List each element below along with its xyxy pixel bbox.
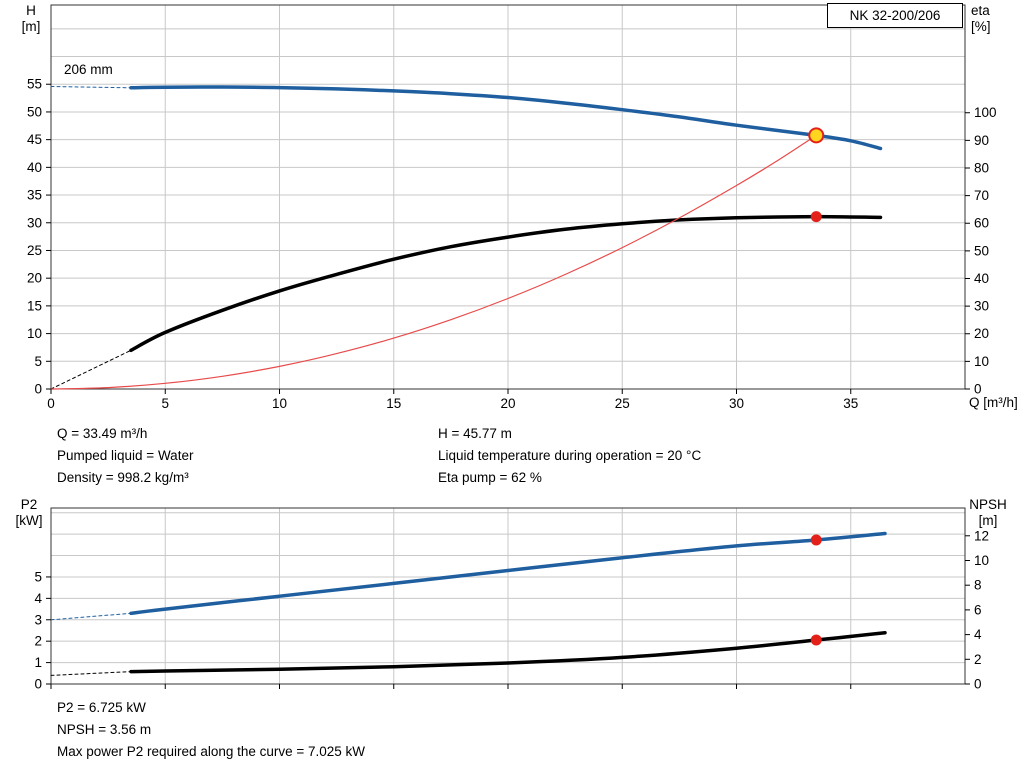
q-axis-title: Q [m³/h] xyxy=(969,395,1018,410)
right-tick-label: 70 xyxy=(974,188,989,203)
right-tick-label: 50 xyxy=(974,243,989,258)
left-tick-label: 15 xyxy=(27,298,42,313)
left-tick-label: 3 xyxy=(34,612,42,627)
x-tick-label: 25 xyxy=(615,396,630,411)
left-tick-label: 0 xyxy=(34,382,42,397)
info-liquid-temperature: Liquid temperature during operation = 20… xyxy=(438,448,702,463)
eta-duty-point[interactable] xyxy=(810,211,822,223)
x-tick-label: 30 xyxy=(729,396,744,411)
info-eta-pump: Eta pump = 62 % xyxy=(438,470,542,485)
x-tick-label: 15 xyxy=(386,396,401,411)
head-curve-dashed-lead xyxy=(50,86,132,89)
right-tick-label: 40 xyxy=(974,271,989,286)
chart-group: 0510152025303540455055010203040506070809… xyxy=(27,4,997,411)
head-curve xyxy=(129,85,883,151)
pump-type-label: NK 32-200/206 xyxy=(849,7,941,23)
right-tick-label: 90 xyxy=(974,133,989,148)
info-bottom: P2 = 6.725 kW NPSH = 3.56 m Max power P2… xyxy=(57,697,365,763)
right-tick-label: 30 xyxy=(974,299,989,314)
left-tick-label: 55 xyxy=(27,77,42,92)
impeller-diameter-label: 206 mm xyxy=(64,62,113,77)
left-tick-label: 40 xyxy=(27,160,42,175)
info-q: Q = 33.49 m³/h xyxy=(57,426,148,441)
x-tick-label: 5 xyxy=(161,396,169,411)
info-top-col2: H = 45.77 m Liquid temperature during op… xyxy=(438,423,701,489)
info-p2: P2 = 6.725 kW xyxy=(57,700,146,715)
info-density: Density = 998.2 kg/m³ xyxy=(57,470,189,485)
right-tick-label: 12 xyxy=(974,528,989,543)
eta-axis-title-line2: [%] xyxy=(971,19,991,34)
eta-axis-title-line1: eta xyxy=(971,3,990,18)
duty-point[interactable] xyxy=(808,127,825,144)
x-tick-label: 10 xyxy=(272,396,287,411)
p2-axis-title-line1: P2 xyxy=(20,497,38,512)
right-tick-label: 60 xyxy=(974,216,989,231)
left-tick-label: 5 xyxy=(34,354,42,369)
right-tick-label: 4 xyxy=(974,627,982,642)
h-axis-title: H [m] xyxy=(12,3,50,35)
info-top-col1: Q = 33.49 m³/h Pumped liquid = Water Den… xyxy=(57,423,193,489)
npsh-curve-dashed-lead xyxy=(50,671,132,676)
right-tick-label: 100 xyxy=(974,105,997,120)
system-curve xyxy=(50,134,817,390)
right-tick-label: 10 xyxy=(974,553,989,568)
right-tick-label: 2 xyxy=(974,652,982,667)
left-tick-label: 2 xyxy=(34,634,42,649)
npsh-curve xyxy=(129,630,887,674)
right-tick-label: 6 xyxy=(974,602,982,617)
right-tick-label: 20 xyxy=(974,326,989,341)
left-tick-label: 5 xyxy=(34,569,42,584)
info-h: H = 45.77 m xyxy=(438,426,512,441)
left-tick-label: 10 xyxy=(27,326,42,341)
info-pumped-liquid: Pumped liquid = Water xyxy=(57,448,194,463)
info-max-power: Max power P2 required along the curve = … xyxy=(57,744,366,759)
left-tick-label: 0 xyxy=(34,677,42,692)
pump-type-box: NK 32-200/206 xyxy=(827,3,963,28)
p2-duty-point[interactable] xyxy=(810,534,822,546)
eta-curve-dashed-lead xyxy=(50,349,132,390)
right-tick-label: 0 xyxy=(974,677,982,692)
left-tick-label: 45 xyxy=(27,132,42,147)
h-axis-title-line1: H xyxy=(26,3,36,18)
x-tick-label: 20 xyxy=(500,396,515,411)
right-tick-label: 80 xyxy=(974,160,989,175)
h-axis-title-line2: [m] xyxy=(21,19,41,34)
npsh-axis-title-line1: NPSH xyxy=(969,497,1007,512)
p2-axis-title-line2: [kW] xyxy=(15,513,43,528)
left-tick-label: 25 xyxy=(27,243,42,258)
left-tick-label: 30 xyxy=(27,215,42,230)
left-tick-label: 20 xyxy=(27,271,42,286)
left-tick-label: 35 xyxy=(27,188,42,203)
right-tick-label: 0 xyxy=(974,382,982,397)
npsh-duty-point[interactable] xyxy=(810,634,822,646)
npsh-axis-title: NPSH [m] xyxy=(960,497,1016,529)
p2-curve-dashed-lead xyxy=(50,612,132,621)
x-tick-label: 35 xyxy=(843,396,858,411)
eta-axis-title: eta [%] xyxy=(971,3,1017,35)
p2-curve xyxy=(129,531,887,616)
info-npsh: NPSH = 3.56 m xyxy=(57,722,152,737)
p2-axis-title: P2 [kW] xyxy=(8,497,50,529)
left-tick-label: 1 xyxy=(34,655,42,670)
right-tick-label: 10 xyxy=(974,354,989,369)
eta-curve xyxy=(129,214,883,353)
left-tick-label: 4 xyxy=(34,591,42,606)
npsh-axis-title-line2: [m] xyxy=(978,513,998,528)
left-tick-label: 50 xyxy=(27,104,42,119)
right-tick-label: 8 xyxy=(974,578,982,593)
x-tick-label: 0 xyxy=(47,396,55,411)
